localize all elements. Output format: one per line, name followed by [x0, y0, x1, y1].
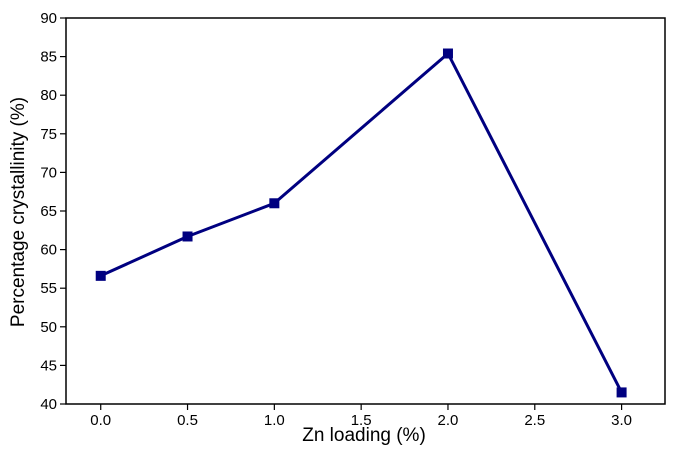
data-point-marker	[182, 231, 193, 242]
plot-area	[65, 17, 666, 405]
x-tick-label: 2.5	[524, 412, 545, 429]
x-tick-label: 1.0	[264, 412, 285, 429]
y-tick-label: 55	[40, 280, 57, 297]
y-axis-title: Percentage crystallinity (%)	[8, 97, 29, 327]
x-tick-label: 3.0	[611, 412, 632, 429]
data-point-marker	[269, 198, 280, 209]
plot-frame	[65, 17, 666, 405]
y-tick-label: 65	[40, 203, 57, 220]
y-tick-label: 40	[40, 396, 57, 413]
series-line	[100, 52, 623, 394]
x-tick-label: 1.5	[351, 412, 372, 429]
y-tick-label: 75	[40, 126, 57, 143]
x-axis-title: Zn loading (%)	[302, 425, 426, 446]
y-tick-label: 60	[40, 242, 57, 259]
y-tick-label: 85	[40, 49, 57, 66]
y-axis-ticks: 40 45 50 55 60 65 70 75 80 85 90	[40, 10, 66, 413]
y-tick-label: 70	[40, 164, 57, 181]
y-tick-label: 90	[40, 10, 57, 27]
x-tick-label: 0.0	[90, 412, 111, 429]
y-tick-label: 80	[40, 87, 57, 104]
data-point-marker	[442, 48, 453, 59]
data-point-marker	[95, 270, 106, 281]
x-tick-label: 0.5	[177, 412, 198, 429]
y-tick-label: 45	[40, 357, 57, 374]
series-layer	[95, 48, 627, 398]
y-tick-label: 50	[40, 319, 57, 336]
x-axis-ticks: 0.0 0.5 1.0 1.5 2.0 2.5 3.0	[90, 404, 632, 429]
data-point-marker	[616, 387, 627, 398]
x-tick-label: 2.0	[438, 412, 459, 429]
